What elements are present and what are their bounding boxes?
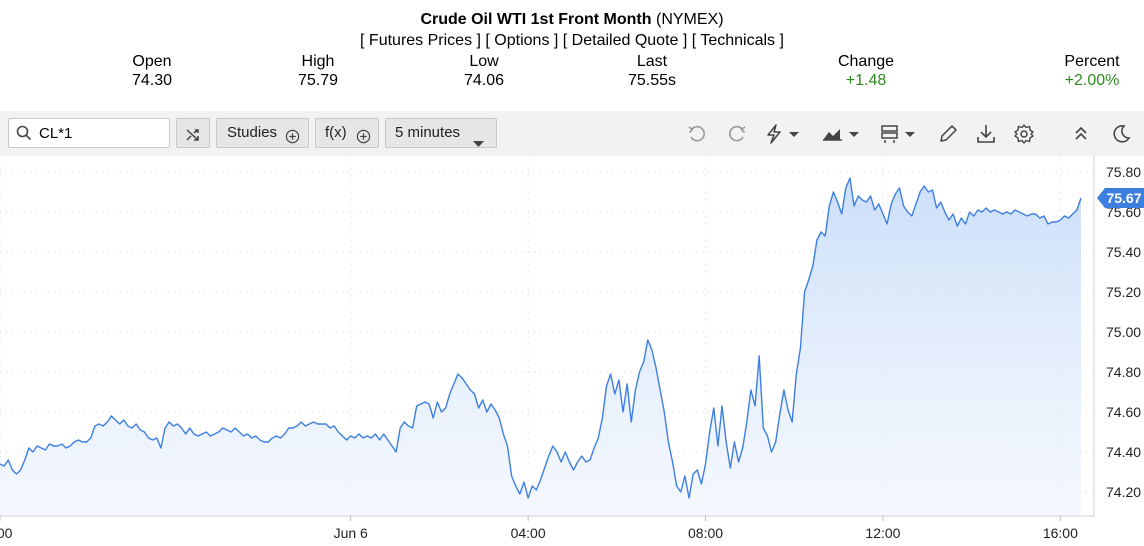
collapse-icon[interactable]	[1072, 123, 1090, 145]
symbol-search[interactable]	[8, 118, 170, 148]
pencil-icon[interactable]	[937, 123, 959, 145]
quote-percent: Percent +2.00%	[1022, 52, 1144, 90]
y-tick-label: 75.40	[1106, 244, 1141, 260]
x-axis: :00 Jun 6 04:00 08:00 12:00 16:00	[0, 516, 1078, 541]
studies-button[interactable]: Studies	[216, 118, 309, 148]
symbol-input[interactable]	[39, 123, 164, 143]
link-detailed-quote[interactable]: [ Detailed Quote ]	[562, 32, 688, 49]
chart-type-icon[interactable]	[822, 123, 862, 145]
search-icon	[16, 125, 32, 146]
high-value: 75.79	[297, 72, 339, 89]
x-tick-label: 04:00	[511, 525, 546, 541]
low-label: Low	[469, 53, 499, 70]
last-label: Last	[636, 53, 668, 70]
quote-last: Last 75.55s	[582, 52, 722, 90]
open-value: 74.30	[131, 72, 173, 89]
functions-label: f(x)	[325, 124, 347, 141]
x-tick-label: Jun 6	[334, 525, 368, 541]
y-tick-label: 75.80	[1106, 164, 1141, 180]
theme-icon[interactable]	[1110, 123, 1132, 145]
price-area	[0, 178, 1081, 516]
x-tick-label: 16:00	[1043, 525, 1078, 541]
download-icon[interactable]	[975, 123, 997, 145]
quote-low: Low 74.06	[414, 52, 554, 90]
link-futures-prices[interactable]: [ Futures Prices ]	[360, 32, 481, 49]
interval-label: 5 minutes	[395, 124, 461, 141]
price-chart[interactable]: 75.8075.6075.4075.2075.0074.8074.6074.40…	[0, 156, 1144, 546]
change-label: Change	[837, 53, 895, 70]
x-tick-label: 12:00	[865, 525, 900, 541]
quote-change: Change +1.48	[796, 52, 936, 90]
instrument-title: Crude Oil WTI 1st Front Month (NYMEX)	[0, 10, 1144, 30]
lightning-icon[interactable]	[764, 123, 802, 145]
low-value: 74.06	[463, 72, 505, 89]
functions-button[interactable]: f(x)	[315, 118, 379, 148]
y-tick-label: 74.80	[1106, 364, 1141, 380]
quote-open: Open 74.30	[82, 52, 222, 90]
link-technicals[interactable]: [ Technicals ]	[691, 32, 784, 49]
layout-icon[interactable]	[880, 123, 920, 145]
open-label: Open	[132, 53, 172, 70]
high-label: High	[301, 53, 335, 70]
caret-down-icon	[473, 130, 484, 158]
last-value: 75.55s	[627, 72, 677, 89]
chart-toolbar: Studies f(x) 5 minutes	[0, 111, 1144, 156]
y-tick-label: 74.60	[1106, 404, 1141, 420]
quote-links: [ Futures Prices ] [ Options ] [ Detaile…	[0, 31, 1144, 51]
last-price-badge: 75.67	[1097, 188, 1144, 208]
x-tick-label: :00	[0, 525, 13, 541]
redo-icon[interactable]	[726, 123, 748, 145]
plus-circle-icon	[356, 126, 371, 154]
y-tick-label: 75.00	[1106, 324, 1141, 340]
y-tick-label: 75.20	[1106, 284, 1141, 300]
plus-circle-icon	[285, 126, 300, 154]
y-tick-label: 74.40	[1106, 444, 1141, 460]
percent-label: Percent	[1064, 53, 1120, 70]
price-line	[0, 177, 1082, 499]
interval-select[interactable]: 5 minutes	[385, 118, 497, 148]
quote-high: High 75.79	[248, 52, 388, 90]
title-name: Crude Oil WTI 1st Front Month	[420, 11, 652, 28]
percent-value: +2.00%	[1064, 72, 1120, 89]
last-price-label: 75.67	[1106, 190, 1141, 206]
change-value: +1.48	[845, 72, 887, 89]
compare-button[interactable]	[176, 118, 210, 148]
title-exchange: (NYMEX)	[655, 11, 724, 28]
x-tick-label: 08:00	[688, 525, 723, 541]
shuffle-icon	[185, 125, 201, 153]
y-axis: 75.8075.6075.4075.2075.0074.8074.6074.40…	[1106, 164, 1141, 500]
gear-icon[interactable]	[1013, 123, 1035, 145]
y-tick-label: 74.20	[1106, 484, 1141, 500]
link-options[interactable]: [ Options ]	[485, 32, 559, 49]
undo-icon[interactable]	[686, 123, 708, 145]
studies-label: Studies	[227, 124, 278, 141]
